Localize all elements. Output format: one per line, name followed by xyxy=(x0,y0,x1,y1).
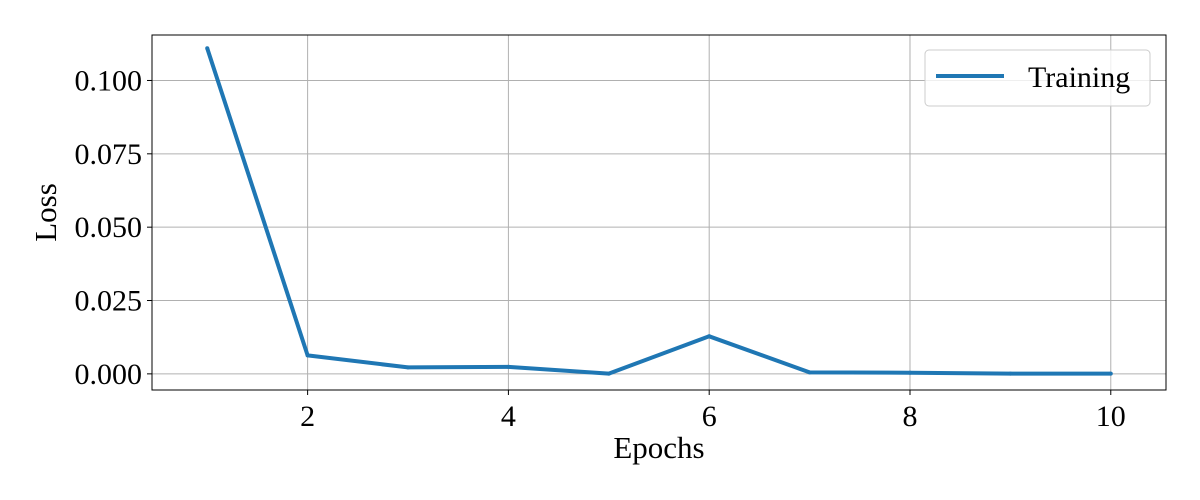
x-tick-label: 6 xyxy=(702,400,717,433)
x-tick-label: 8 xyxy=(902,400,917,433)
y-tick-label: 0.050 xyxy=(75,211,143,244)
x-tick-label: 2 xyxy=(300,400,315,433)
y-tick-label: 0.025 xyxy=(75,285,143,318)
legend-label-training: Training xyxy=(1028,61,1130,94)
data-point xyxy=(807,370,812,375)
y-axis-ticks: 0.000 0.025 0.050 0.075 0.100 xyxy=(75,64,152,391)
x-axis-title: Epochs xyxy=(613,430,704,465)
data-point xyxy=(1108,371,1113,376)
legend-box xyxy=(924,49,1151,107)
x-tick-label: 10 xyxy=(1096,400,1126,433)
data-point xyxy=(305,353,310,358)
x-tick-label: 4 xyxy=(501,400,516,433)
plot-frame xyxy=(151,34,1167,391)
data-point xyxy=(707,334,712,339)
y-tick-label: 0.100 xyxy=(75,64,143,97)
x-axis-ticks: 2 4 6 8 10 xyxy=(300,390,1126,433)
y-tick-label: 0.075 xyxy=(75,138,143,171)
series-line-training xyxy=(205,47,1111,376)
data-point xyxy=(1008,371,1013,376)
data-point xyxy=(406,365,411,370)
legend: Training xyxy=(924,49,1151,107)
data-point xyxy=(205,46,210,51)
data-point xyxy=(606,371,611,376)
data-point xyxy=(907,370,912,375)
data-point xyxy=(506,364,511,369)
y-axis-title: Loss xyxy=(28,183,63,242)
y-tick-label: 0.000 xyxy=(75,358,143,391)
series-lines xyxy=(205,46,1113,376)
